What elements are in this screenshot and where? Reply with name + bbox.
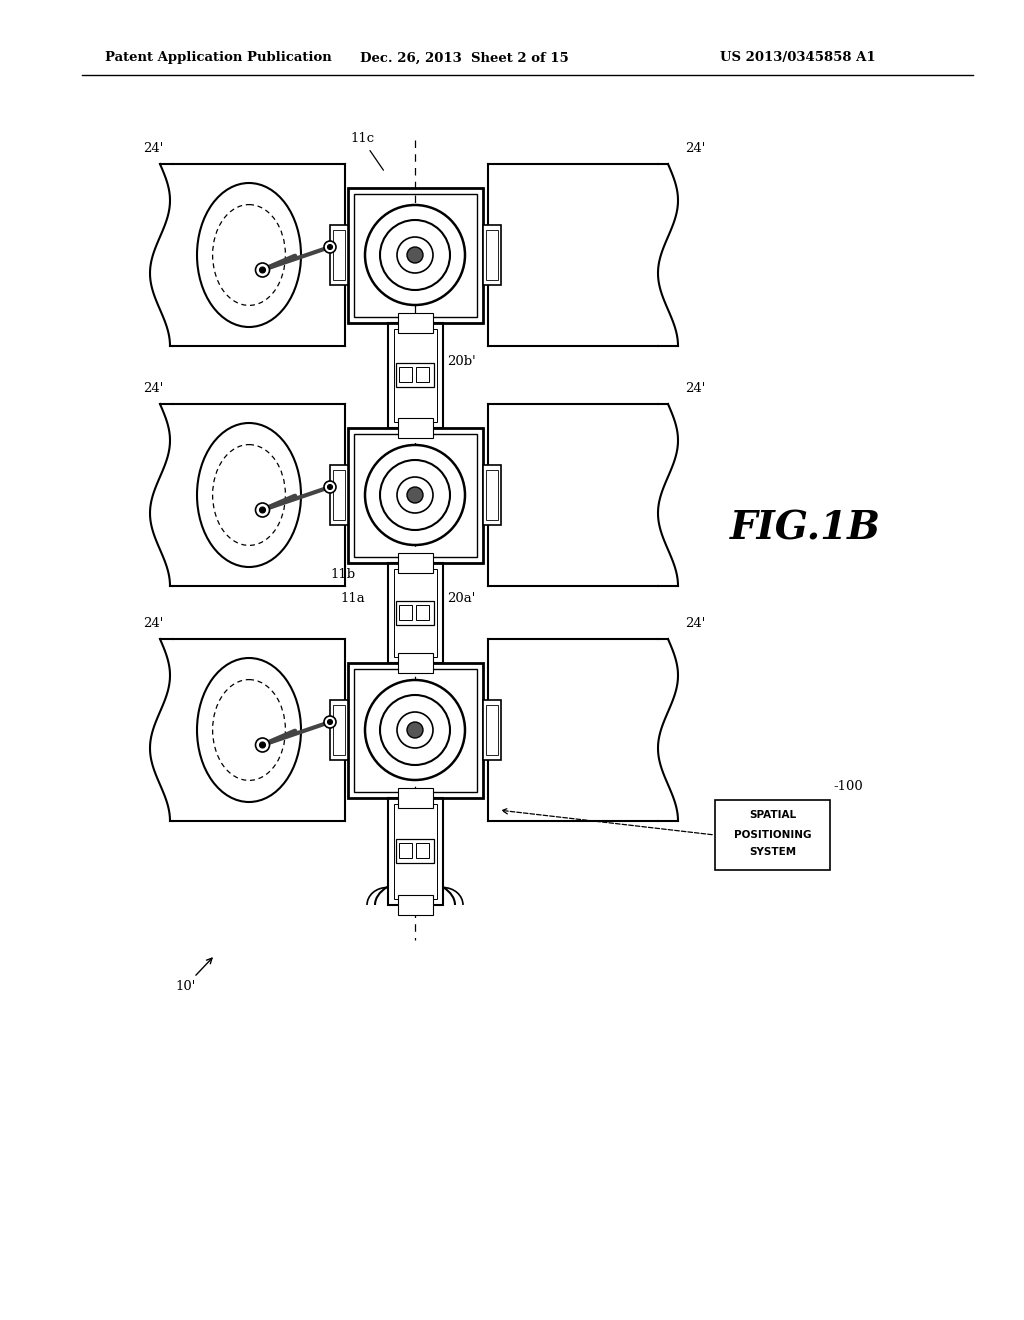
- Bar: [353, 433, 476, 557]
- Circle shape: [328, 719, 333, 725]
- Circle shape: [407, 722, 423, 738]
- Circle shape: [365, 445, 465, 545]
- Circle shape: [407, 247, 423, 263]
- Bar: [396, 363, 434, 387]
- Bar: [396, 601, 434, 624]
- Text: 11b: 11b: [330, 568, 355, 581]
- Bar: [353, 194, 476, 317]
- Bar: [416, 367, 429, 381]
- Text: 11c: 11c: [350, 132, 383, 170]
- Bar: [485, 470, 498, 520]
- Text: 24': 24': [143, 616, 164, 630]
- Bar: [333, 705, 344, 755]
- Bar: [485, 230, 498, 280]
- Circle shape: [324, 715, 336, 729]
- Text: SPATIAL: SPATIAL: [749, 810, 796, 820]
- Circle shape: [256, 503, 269, 517]
- Bar: [397, 417, 432, 437]
- Bar: [330, 465, 347, 525]
- Text: Dec. 26, 2013  Sheet 2 of 15: Dec. 26, 2013 Sheet 2 of 15: [360, 51, 568, 65]
- Text: SYSTEM: SYSTEM: [749, 847, 796, 857]
- Text: 24': 24': [143, 143, 164, 154]
- Bar: [396, 840, 434, 863]
- Text: 20b': 20b': [447, 355, 476, 368]
- Text: POSITIONING: POSITIONING: [734, 830, 811, 840]
- Bar: [397, 313, 432, 333]
- Bar: [333, 470, 344, 520]
- Bar: [397, 553, 432, 573]
- Bar: [333, 230, 344, 280]
- Bar: [399, 367, 412, 381]
- Bar: [416, 843, 429, 858]
- Bar: [393, 329, 436, 421]
- Bar: [715, 800, 830, 870]
- Bar: [482, 700, 501, 760]
- Circle shape: [324, 242, 336, 253]
- Circle shape: [259, 507, 265, 513]
- Circle shape: [259, 267, 265, 273]
- Bar: [393, 804, 436, 899]
- Circle shape: [328, 484, 333, 490]
- Bar: [387, 797, 442, 906]
- Bar: [353, 668, 476, 792]
- Text: 10': 10': [175, 958, 212, 993]
- Circle shape: [407, 487, 423, 503]
- Bar: [387, 322, 442, 428]
- Text: Patent Application Publication: Patent Application Publication: [105, 51, 332, 65]
- Text: -100: -100: [833, 780, 863, 793]
- Bar: [399, 605, 412, 619]
- Text: 24': 24': [685, 143, 706, 154]
- Circle shape: [256, 738, 269, 752]
- Bar: [485, 705, 498, 755]
- Bar: [397, 895, 432, 915]
- Circle shape: [328, 244, 333, 249]
- Bar: [330, 224, 347, 285]
- Bar: [393, 569, 436, 656]
- Circle shape: [365, 205, 465, 305]
- Bar: [347, 187, 482, 322]
- Circle shape: [380, 220, 450, 290]
- Text: 24': 24': [685, 616, 706, 630]
- Bar: [482, 465, 501, 525]
- Text: 24': 24': [685, 381, 706, 395]
- Bar: [399, 843, 412, 858]
- Text: 20a': 20a': [447, 593, 475, 606]
- Text: 11a: 11a: [340, 593, 365, 606]
- Circle shape: [380, 459, 450, 531]
- Circle shape: [259, 742, 265, 748]
- Circle shape: [324, 480, 336, 492]
- Circle shape: [365, 680, 465, 780]
- Bar: [347, 428, 482, 562]
- Bar: [482, 224, 501, 285]
- Bar: [397, 652, 432, 672]
- Text: 24': 24': [143, 381, 164, 395]
- Bar: [347, 663, 482, 797]
- Text: US 2013/0345858 A1: US 2013/0345858 A1: [720, 51, 876, 65]
- Circle shape: [380, 696, 450, 766]
- Text: FIG.1B: FIG.1B: [730, 510, 881, 548]
- Circle shape: [256, 263, 269, 277]
- Bar: [330, 700, 347, 760]
- Bar: [416, 605, 429, 619]
- Bar: [397, 788, 432, 808]
- Bar: [387, 562, 442, 663]
